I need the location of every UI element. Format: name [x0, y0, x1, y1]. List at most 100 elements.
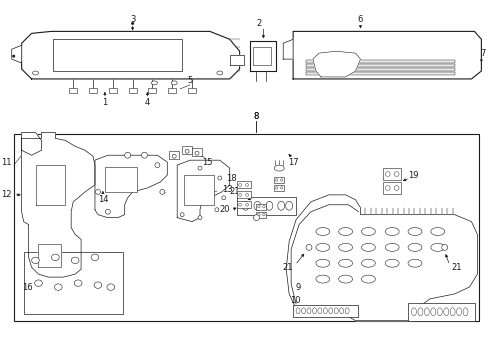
- Bar: [305, 68, 454, 71]
- Ellipse shape: [198, 216, 202, 220]
- Text: 15: 15: [201, 158, 212, 167]
- Polygon shape: [285, 195, 476, 321]
- Ellipse shape: [462, 308, 467, 316]
- Text: 13: 13: [222, 185, 232, 194]
- Ellipse shape: [172, 154, 176, 158]
- Ellipse shape: [315, 243, 329, 251]
- Ellipse shape: [385, 172, 389, 176]
- Ellipse shape: [443, 308, 448, 316]
- Text: 10: 10: [290, 296, 301, 305]
- Ellipse shape: [245, 203, 248, 206]
- Ellipse shape: [385, 243, 398, 251]
- Polygon shape: [21, 31, 239, 79]
- Ellipse shape: [334, 308, 338, 314]
- Ellipse shape: [338, 275, 352, 283]
- Ellipse shape: [301, 308, 305, 314]
- Ellipse shape: [285, 201, 292, 210]
- Ellipse shape: [35, 280, 42, 286]
- Ellipse shape: [32, 257, 40, 264]
- Bar: [236, 201, 250, 208]
- Ellipse shape: [160, 189, 164, 194]
- Text: 19: 19: [407, 171, 418, 180]
- Text: 3: 3: [130, 15, 135, 24]
- Text: 14: 14: [98, 195, 108, 204]
- Bar: [182, 146, 192, 154]
- Text: 5: 5: [11, 51, 16, 60]
- Bar: [14, 134, 478, 321]
- Ellipse shape: [257, 206, 260, 208]
- Bar: [253, 47, 271, 65]
- Ellipse shape: [430, 243, 444, 251]
- Bar: [305, 72, 454, 75]
- Ellipse shape: [275, 187, 277, 189]
- Text: 21: 21: [282, 263, 292, 272]
- Ellipse shape: [71, 257, 79, 264]
- Polygon shape: [292, 31, 480, 79]
- Bar: [148, 88, 156, 93]
- Polygon shape: [36, 165, 65, 205]
- Polygon shape: [12, 45, 21, 63]
- Ellipse shape: [315, 259, 329, 267]
- Ellipse shape: [407, 228, 421, 235]
- Ellipse shape: [430, 228, 444, 235]
- Ellipse shape: [216, 71, 223, 75]
- Text: 12: 12: [1, 190, 12, 199]
- Ellipse shape: [195, 151, 199, 155]
- Polygon shape: [39, 244, 61, 267]
- Ellipse shape: [323, 308, 326, 314]
- Text: 6: 6: [357, 15, 363, 24]
- Ellipse shape: [417, 308, 422, 316]
- Bar: [383, 182, 400, 194]
- Text: 21: 21: [229, 188, 239, 197]
- Ellipse shape: [315, 228, 329, 235]
- Ellipse shape: [456, 308, 461, 316]
- Ellipse shape: [338, 259, 352, 267]
- Ellipse shape: [449, 308, 454, 316]
- Ellipse shape: [180, 213, 184, 217]
- Ellipse shape: [141, 152, 147, 158]
- Ellipse shape: [222, 196, 225, 200]
- Ellipse shape: [238, 184, 241, 186]
- Ellipse shape: [51, 254, 59, 261]
- Ellipse shape: [131, 22, 134, 25]
- Ellipse shape: [385, 259, 398, 267]
- Bar: [292, 305, 357, 317]
- Bar: [104, 167, 136, 192]
- Ellipse shape: [277, 201, 284, 210]
- Text: 7: 7: [480, 49, 485, 58]
- Bar: [109, 88, 117, 93]
- Ellipse shape: [385, 185, 389, 190]
- Ellipse shape: [262, 213, 264, 216]
- Ellipse shape: [407, 259, 421, 267]
- Ellipse shape: [253, 215, 259, 221]
- Ellipse shape: [424, 308, 428, 316]
- Bar: [274, 185, 284, 191]
- Ellipse shape: [296, 308, 300, 314]
- Ellipse shape: [280, 179, 283, 181]
- Ellipse shape: [338, 228, 352, 235]
- Ellipse shape: [385, 228, 398, 235]
- Ellipse shape: [214, 208, 218, 212]
- Ellipse shape: [33, 71, 39, 75]
- Ellipse shape: [393, 172, 398, 176]
- Bar: [128, 88, 136, 93]
- Ellipse shape: [436, 308, 441, 316]
- Ellipse shape: [280, 187, 283, 189]
- Bar: [236, 197, 296, 215]
- Text: 2: 2: [256, 19, 262, 28]
- Text: 8: 8: [253, 112, 259, 121]
- Bar: [407, 303, 474, 321]
- Bar: [188, 88, 196, 93]
- Ellipse shape: [345, 308, 348, 314]
- Ellipse shape: [441, 244, 447, 250]
- Bar: [236, 181, 250, 188]
- Polygon shape: [249, 41, 276, 71]
- Text: 168: 168: [72, 53, 84, 58]
- Bar: [383, 168, 400, 180]
- Ellipse shape: [361, 243, 375, 251]
- Bar: [169, 151, 179, 159]
- Text: 11: 11: [1, 158, 12, 167]
- Bar: [256, 212, 266, 218]
- Bar: [69, 88, 77, 93]
- Ellipse shape: [242, 201, 248, 210]
